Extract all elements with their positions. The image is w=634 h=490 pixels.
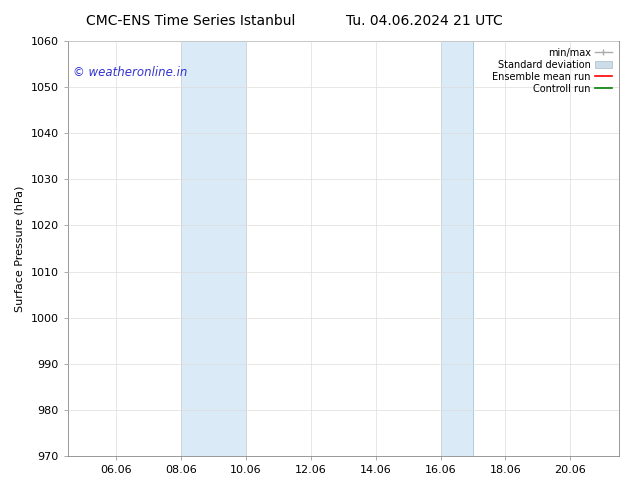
Y-axis label: Surface Pressure (hPa): Surface Pressure (hPa) xyxy=(15,185,25,312)
Bar xyxy=(181,41,246,456)
Bar xyxy=(441,41,473,456)
Text: CMC-ENS Time Series Istanbul: CMC-ENS Time Series Istanbul xyxy=(86,14,295,28)
Legend: min/max, Standard deviation, Ensemble mean run, Controll run: min/max, Standard deviation, Ensemble me… xyxy=(488,44,616,98)
Text: Tu. 04.06.2024 21 UTC: Tu. 04.06.2024 21 UTC xyxy=(346,14,503,28)
Text: © weatheronline.in: © weatheronline.in xyxy=(73,66,188,79)
